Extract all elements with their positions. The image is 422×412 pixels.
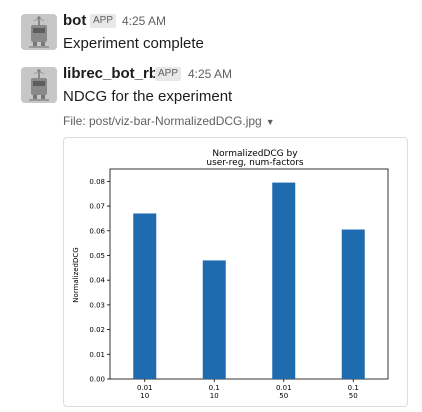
x-tick-label: 0.01	[276, 384, 292, 392]
bar	[133, 213, 157, 379]
avatar[interactable]	[21, 14, 57, 50]
x-tick-label: 0.01	[137, 384, 153, 392]
bar	[272, 182, 296, 379]
y-tick-label: 0.07	[89, 203, 105, 211]
timestamp[interactable]: 4:25 AM	[188, 67, 233, 81]
bar	[202, 260, 226, 379]
y-tick-label: 0.04	[89, 277, 105, 285]
app-badge: APP	[90, 14, 117, 28]
file-name[interactable]: File: post/viz-bar-NormalizedDCG.jpg	[63, 114, 262, 128]
robot-icon	[21, 14, 57, 50]
x-tick-label: 0.1	[209, 384, 220, 392]
message-text: NDCG for the experiment	[63, 88, 233, 105]
chart-title: NormalizedDCG by	[212, 149, 298, 159]
y-axis: 0.00 0.01 0.02 0.03 0.04 0.05 0.06 0.07 0.08	[89, 178, 110, 384]
y-tick-label: 0.02	[89, 326, 105, 334]
plot-frame	[109, 168, 389, 380]
y-tick-label: 0.00	[89, 376, 105, 384]
x-tick-label: 0.1	[348, 384, 359, 392]
robot-icon	[21, 67, 57, 103]
y-tick-label: 0.05	[89, 252, 105, 260]
app-badge: APP	[155, 67, 182, 81]
chart-subtitle: user-reg, num-factors	[206, 158, 304, 168]
y-tick-label: 0.06	[89, 227, 105, 235]
message-1: bot APP 4:25 AM Experiment complete	[0, 0, 422, 60]
file-preview[interactable]: NormalizedDCG by user-reg, num-factors N…	[63, 137, 408, 407]
x-tick-label: 10	[140, 392, 149, 400]
sender-name[interactable]: librec_bot_rb	[63, 65, 159, 82]
avatar[interactable]	[21, 67, 57, 103]
bar	[341, 229, 365, 379]
bars-group	[133, 182, 365, 379]
x-tick-label: 10	[210, 392, 219, 400]
message-text: Experiment complete	[63, 35, 204, 52]
x-tick-label: 50	[349, 392, 358, 400]
file-link[interactable]: File: post/viz-bar-NormalizedDCG.jpg ▼	[63, 114, 275, 128]
timestamp[interactable]: 4:25 AM	[122, 14, 167, 28]
y-tick-label: 0.03	[89, 301, 105, 309]
x-tick-label: 50	[279, 392, 288, 400]
sender-name[interactable]: bot	[63, 12, 87, 29]
y-tick-label: 0.01	[89, 351, 105, 359]
message-2: librec_bot_rb APP 4:25 AM NDCG for the e…	[0, 60, 422, 410]
y-tick-label: 0.08	[89, 178, 105, 186]
y-axis-label: NormalizedDCG	[72, 247, 80, 302]
bar-chart: NormalizedDCG by user-reg, num-factors N…	[72, 149, 389, 400]
caret-down-icon[interactable]: ▼	[265, 117, 275, 127]
